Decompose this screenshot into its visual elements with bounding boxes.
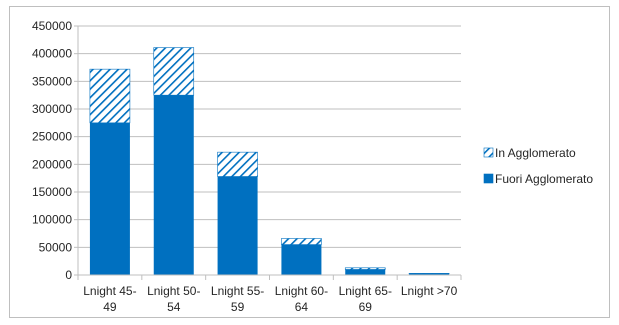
x-tick-label: 49: [103, 300, 117, 314]
bar-fuori-agglomerato: [153, 95, 194, 276]
bar-in-agglomerato: [217, 151, 258, 177]
x-tick-label: Lnight 65-: [339, 284, 392, 298]
bar-fuori-agglomerato: [281, 244, 322, 275]
bar-fuori-agglomerato: [409, 273, 450, 275]
x-tick-label: Lnight 50-: [147, 284, 200, 298]
legend-label: In Agglomerato: [495, 146, 576, 160]
bar-fuori-agglomerato: [217, 176, 258, 275]
x-tick-label: Lnight >70: [401, 284, 458, 298]
x-tick-label: Lnight 45-: [83, 284, 136, 298]
x-tick-label: 54: [167, 300, 181, 314]
y-tick-label: 150000: [32, 185, 72, 199]
x-tick-label: 59: [231, 300, 245, 314]
bar-in-agglomerato: [153, 47, 195, 96]
legend: In Agglomerato Fuori Agglomerato: [483, 146, 593, 186]
legend-label: Fuori Agglomerato: [495, 172, 593, 186]
legend-swatch-fuori-agglomerato: [483, 173, 494, 184]
y-tick-label: 350000: [32, 74, 72, 88]
bars: [89, 47, 450, 276]
y-tick-label: 200000: [32, 157, 72, 171]
bar-fuori-agglomerato: [89, 122, 130, 275]
bar-fuori-agglomerato: [345, 269, 386, 275]
gridlines: [78, 25, 461, 248]
x-tick-label: 69: [359, 300, 373, 314]
bar-in-agglomerato: [281, 238, 322, 245]
y-tick-label: 300000: [32, 102, 72, 116]
bar-in-agglomerato: [89, 68, 131, 124]
bar-in-agglomerato: [344, 267, 386, 270]
y-tick-label: 400000: [32, 47, 72, 61]
x-tick-label: 64: [295, 300, 309, 314]
legend-swatch-in-agglomerato: [483, 147, 494, 158]
axes: 0 50000 100000 150000 200000 250000 300000 3500…: [32, 19, 462, 314]
y-tick-label: 450000: [32, 19, 72, 33]
bar-in-agglomerato: [408, 273, 450, 275]
y-tick-label: 100000: [32, 213, 72, 227]
y-tick-label: 50000: [39, 240, 73, 254]
y-tick-label: 0: [65, 268, 72, 282]
y-tick-label: 250000: [32, 130, 72, 144]
x-tick-label: Lnight 55-: [211, 284, 264, 298]
x-tick-label: Lnight 60-: [275, 284, 328, 298]
